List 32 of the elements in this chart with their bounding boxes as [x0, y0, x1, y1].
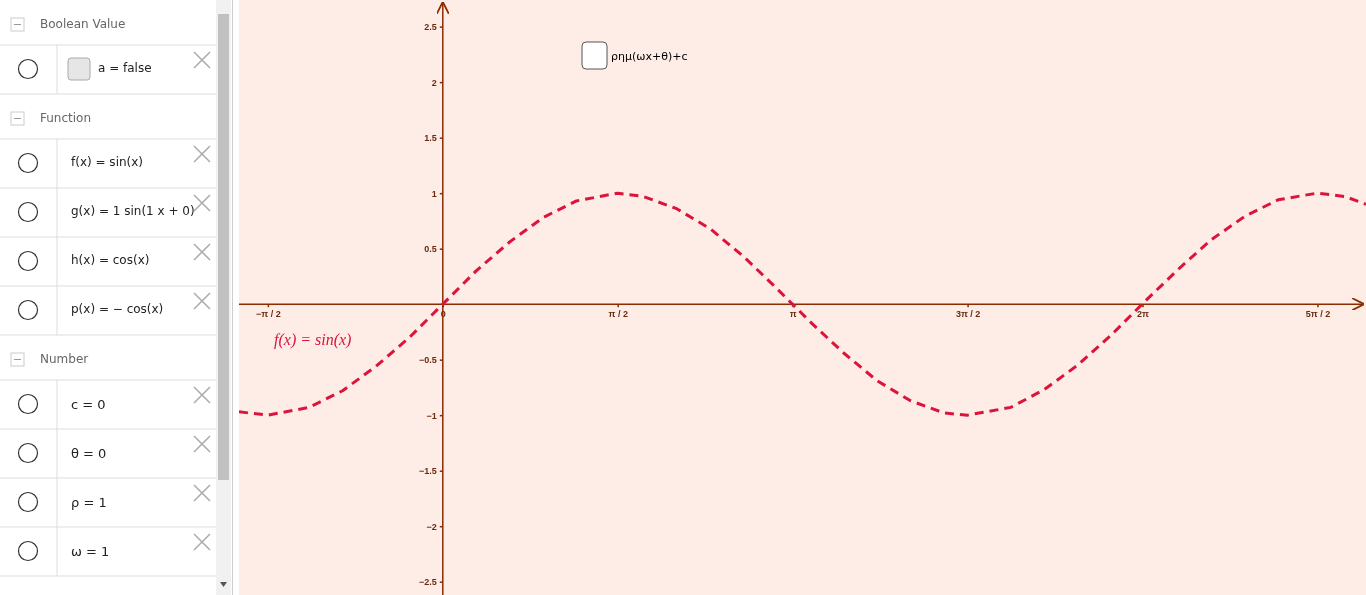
y-tick-label: −1	[426, 410, 437, 421]
y-tick-label: −2.5	[419, 577, 437, 588]
x-tick-label: π	[789, 308, 797, 319]
x-tick-label: 0	[440, 308, 446, 319]
line-series	[239, 191, 1366, 417]
y-tick-label: 2.5	[424, 22, 437, 33]
y-tick-label: −2	[426, 521, 437, 532]
text: ρ = 1	[71, 495, 107, 510]
text: h(x) = cos(x)	[71, 253, 150, 267]
x-tick-label: 2π	[1137, 308, 1150, 319]
y-tick-label: 1.5	[424, 133, 437, 144]
x-tick-label: π / 2	[608, 308, 628, 319]
text: c = 0	[71, 397, 106, 412]
x-tick-label: −π / 2	[256, 308, 281, 319]
x-tick-label: 3π / 2	[955, 308, 981, 319]
x-tick-label: 5π / 2	[1305, 308, 1331, 319]
y-tick-label: 2	[431, 77, 437, 88]
text: Number	[40, 352, 89, 366]
text: a = false	[98, 61, 152, 75]
annotation: ρημ(ωx+θ)+c	[611, 50, 688, 63]
text: Boolean Value	[40, 17, 126, 31]
y-tick-label: 0.5	[424, 244, 437, 255]
y-tick-label: 1	[431, 188, 437, 199]
y-tick-label: −1.5	[419, 466, 437, 477]
text: ω = 1	[71, 544, 110, 559]
text: f(x) = sin(x)	[71, 155, 144, 169]
text: p(x) = − cos(x)	[71, 302, 164, 316]
series-label: f(x) = sin(x)	[274, 331, 352, 349]
text: θ = 0	[71, 446, 107, 461]
text: g(x) = 1 sin(1 x + 0)	[71, 204, 195, 218]
y-tick-label: −0.5	[419, 355, 437, 366]
text: Function	[40, 111, 92, 125]
